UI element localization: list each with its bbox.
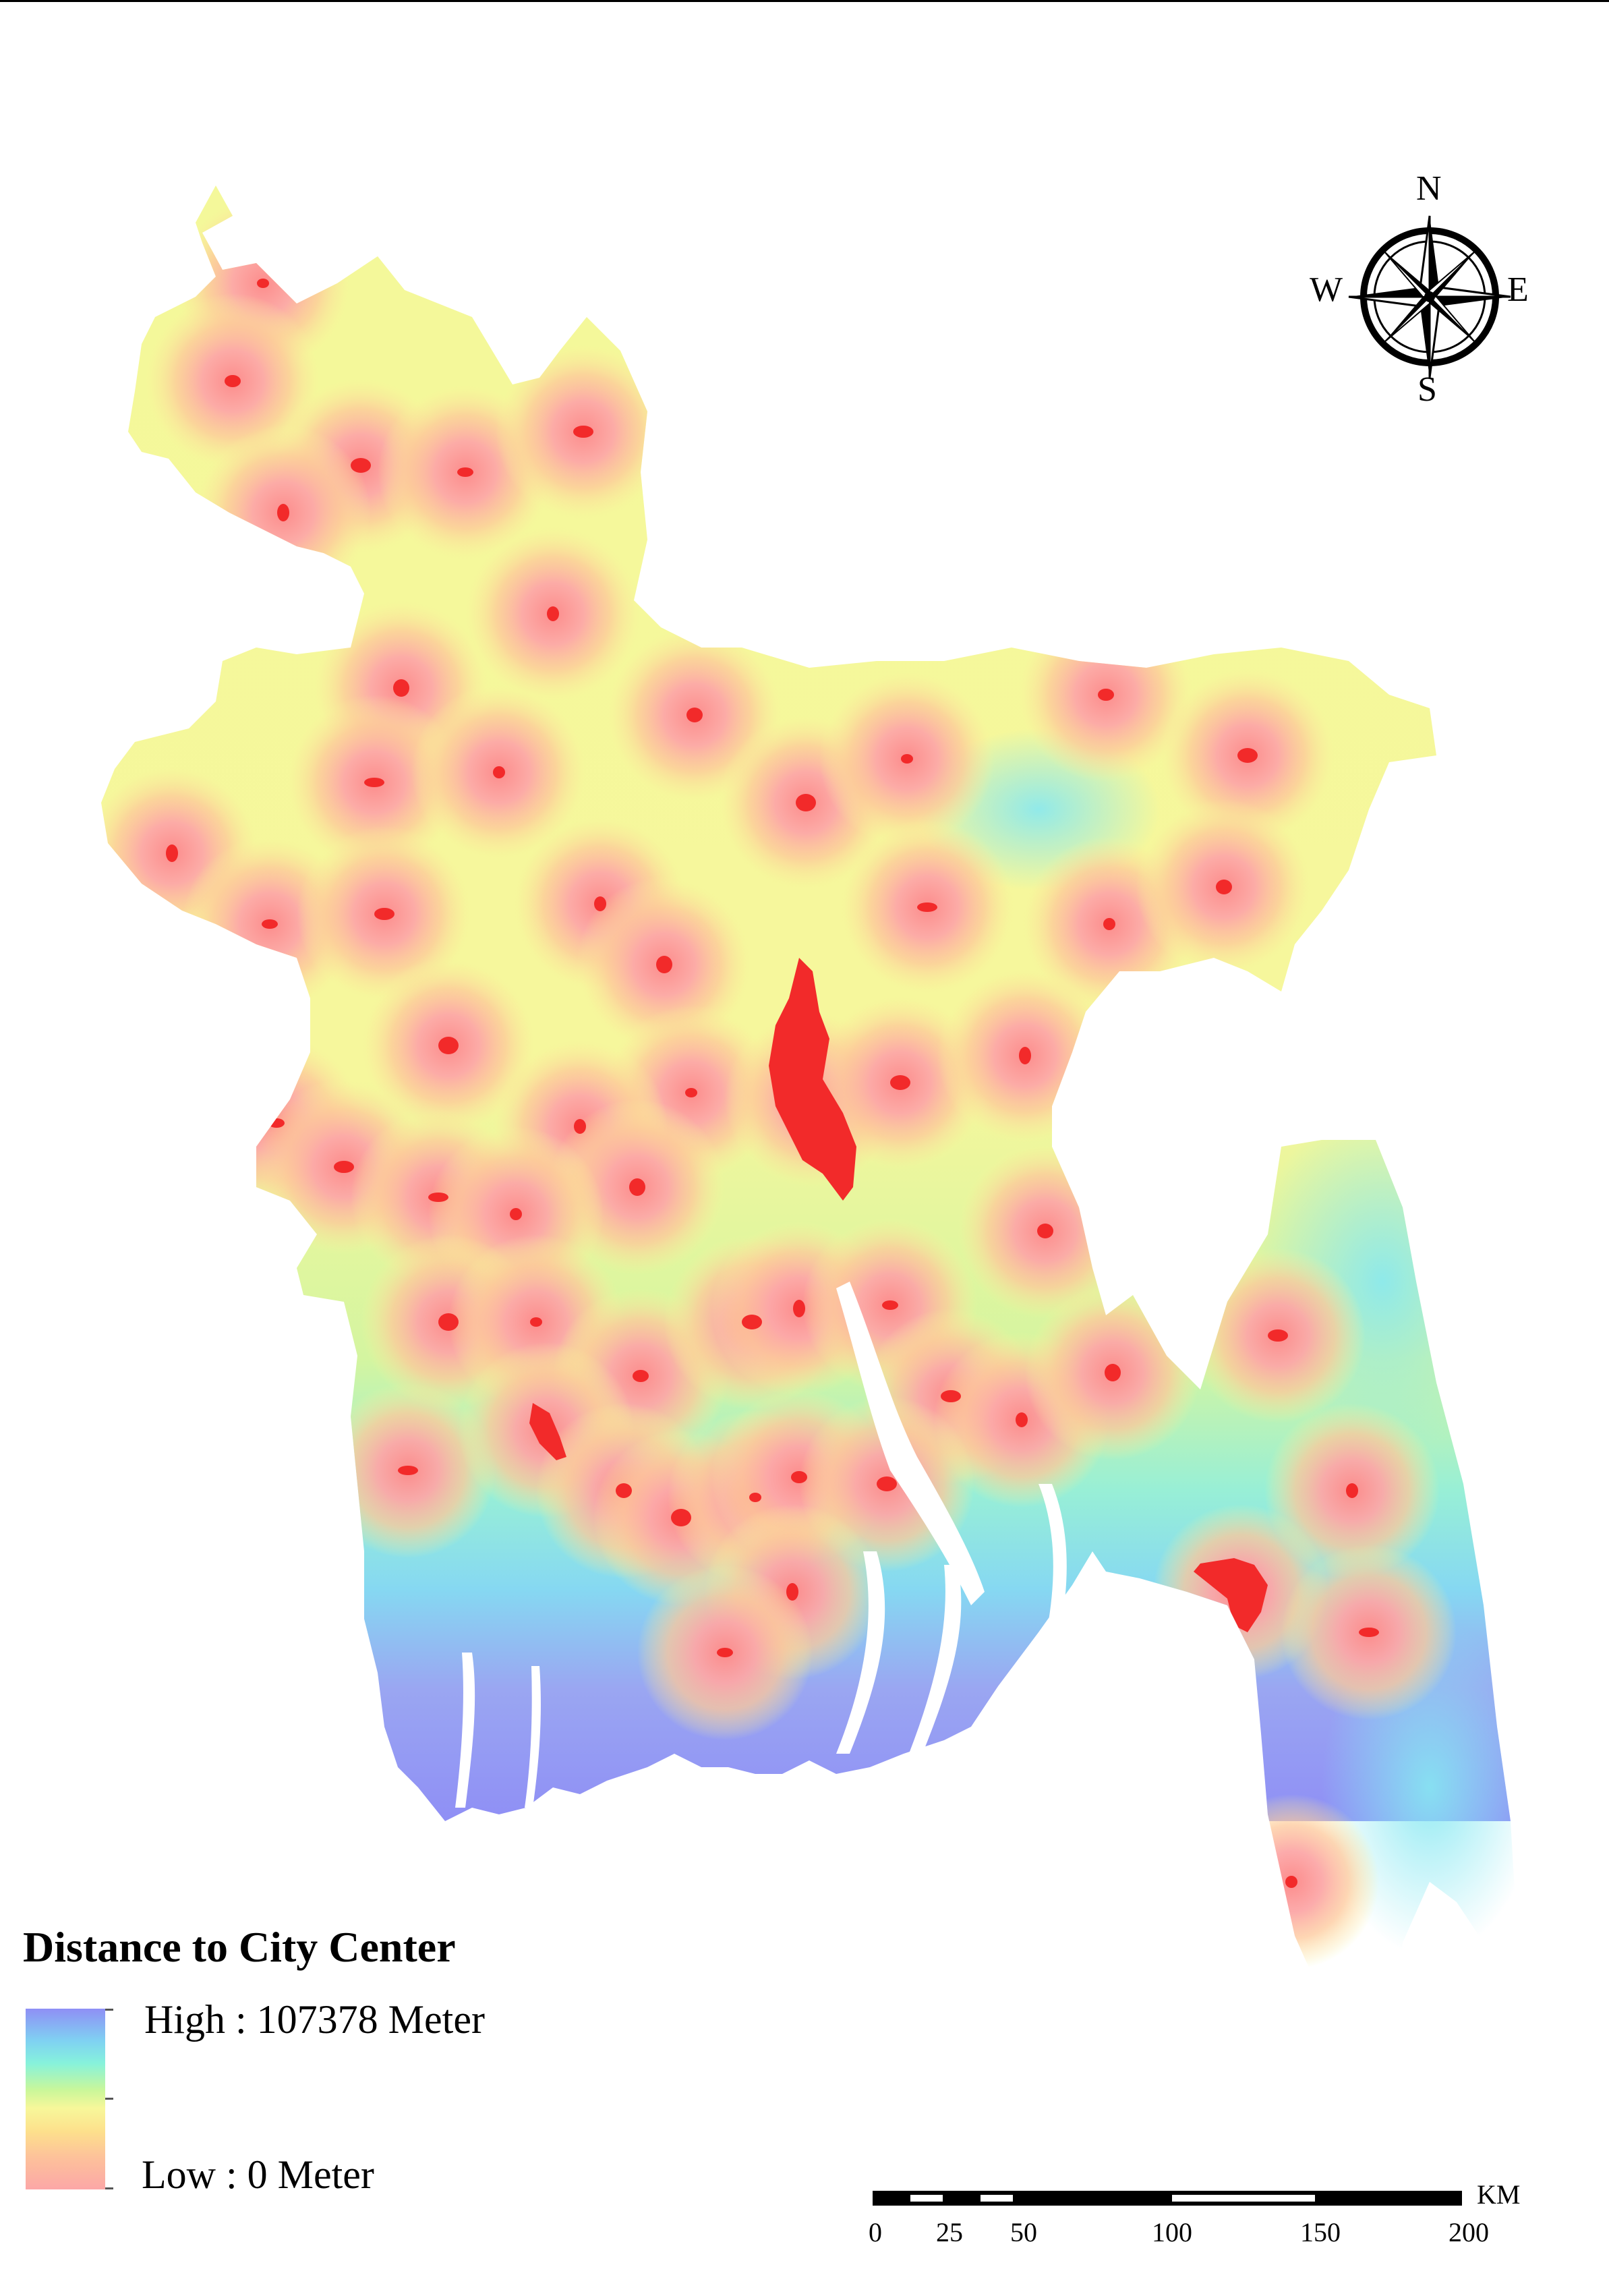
- city-center-area: [633, 1370, 649, 1382]
- city-center-area: [530, 1317, 542, 1327]
- scale-tick-label: 25: [936, 2217, 963, 2247]
- city-center-area: [796, 794, 816, 811]
- city-center-area: [351, 458, 371, 473]
- city-center-area: [877, 1476, 897, 1491]
- legend-tick: [105, 2187, 113, 2189]
- legend-color-ramp: [26, 2009, 105, 2189]
- city-center-area: [1019, 1047, 1031, 1064]
- city-center-area: [1037, 1224, 1053, 1238]
- city-center-area: [1285, 1876, 1297, 1888]
- legend-title: Distance to City Center: [23, 1923, 456, 1971]
- city-center-area: [374, 908, 394, 920]
- city-center-area: [166, 844, 178, 862]
- city-center-area: [791, 1471, 807, 1483]
- frame-border: [0, 0, 1609, 2]
- city-center-area: [890, 1075, 910, 1090]
- city-center-area: [438, 1313, 459, 1331]
- city-center-area: [686, 708, 703, 722]
- city-center-area: [769, 958, 856, 1201]
- city-center-area: [629, 1178, 645, 1196]
- city-center-area: [457, 467, 473, 477]
- scale-tick-label: 50: [1010, 2217, 1037, 2247]
- city-center-area: [277, 504, 289, 521]
- scale-unit-label: KM: [1477, 2179, 1521, 2210]
- city-center-area: [364, 778, 384, 787]
- city-center-area: [917, 902, 937, 912]
- city-center-area: [941, 1390, 961, 1402]
- legend-high-label: High : 107378 Meter: [144, 1997, 485, 2042]
- city-center-area: [685, 1088, 697, 1097]
- city-center-area: [529, 1403, 566, 1460]
- city-center-area: [1016, 1412, 1028, 1427]
- city-center-area: [901, 754, 913, 764]
- city-center-area: [398, 1466, 418, 1475]
- city-center-area: [1359, 1628, 1379, 1637]
- city-center-area: [1103, 918, 1115, 930]
- city-center-area: [1237, 748, 1258, 763]
- city-center-area: [749, 1493, 761, 1502]
- city-center-area: [594, 896, 606, 911]
- compass-east-label: E: [1507, 270, 1529, 309]
- compass-north-label: N: [1416, 169, 1442, 208]
- city-center-area: [717, 1648, 733, 1657]
- city-center-area: [573, 426, 593, 438]
- city-center-area: [742, 1315, 762, 1329]
- city-center-area: [793, 1300, 805, 1317]
- compass-south-label: S: [1417, 370, 1437, 409]
- city-center-area: [547, 606, 559, 621]
- compass-rose: [1348, 215, 1511, 378]
- legend-tick: [105, 2098, 113, 2100]
- scale-tick-label: 150: [1300, 2217, 1341, 2247]
- city-center-area: [1216, 880, 1232, 894]
- city-center-area: [510, 1208, 522, 1220]
- city-center-area: [1105, 1364, 1121, 1381]
- city-center-area: [574, 1119, 586, 1134]
- city-center-area: [1268, 1329, 1288, 1342]
- legend-low-label: Low : 0 Meter: [142, 2152, 374, 2197]
- scale-bar: [873, 2191, 1462, 2206]
- city-center-area: [656, 956, 672, 973]
- scale-tick-label: 200: [1449, 2217, 1489, 2247]
- city-center-area: [428, 1193, 448, 1202]
- city-center-area: [616, 1483, 632, 1498]
- scale-tick-label: 100: [1152, 2217, 1192, 2247]
- city-center-area: [262, 919, 278, 929]
- city-center-area: [225, 375, 241, 387]
- river-channels: [455, 1282, 1067, 1808]
- scale-tick-label: 0: [869, 2217, 882, 2247]
- city-center-area: [786, 1583, 798, 1601]
- city-center-area: [882, 1300, 898, 1310]
- city-center-area: [268, 1118, 285, 1128]
- compass-west-label: W: [1310, 270, 1343, 309]
- legend-tick: [105, 2009, 113, 2011]
- city-center-area: [1098, 689, 1114, 701]
- city-center-area: [493, 766, 505, 778]
- city-center-area: [393, 679, 409, 697]
- city-center-area: [1346, 1483, 1358, 1498]
- city-center-area: [257, 279, 269, 288]
- city-center-area: [1194, 1558, 1268, 1632]
- city-center-area: [438, 1037, 459, 1054]
- city-center-area: [671, 1509, 691, 1526]
- city-center-area: [334, 1161, 354, 1173]
